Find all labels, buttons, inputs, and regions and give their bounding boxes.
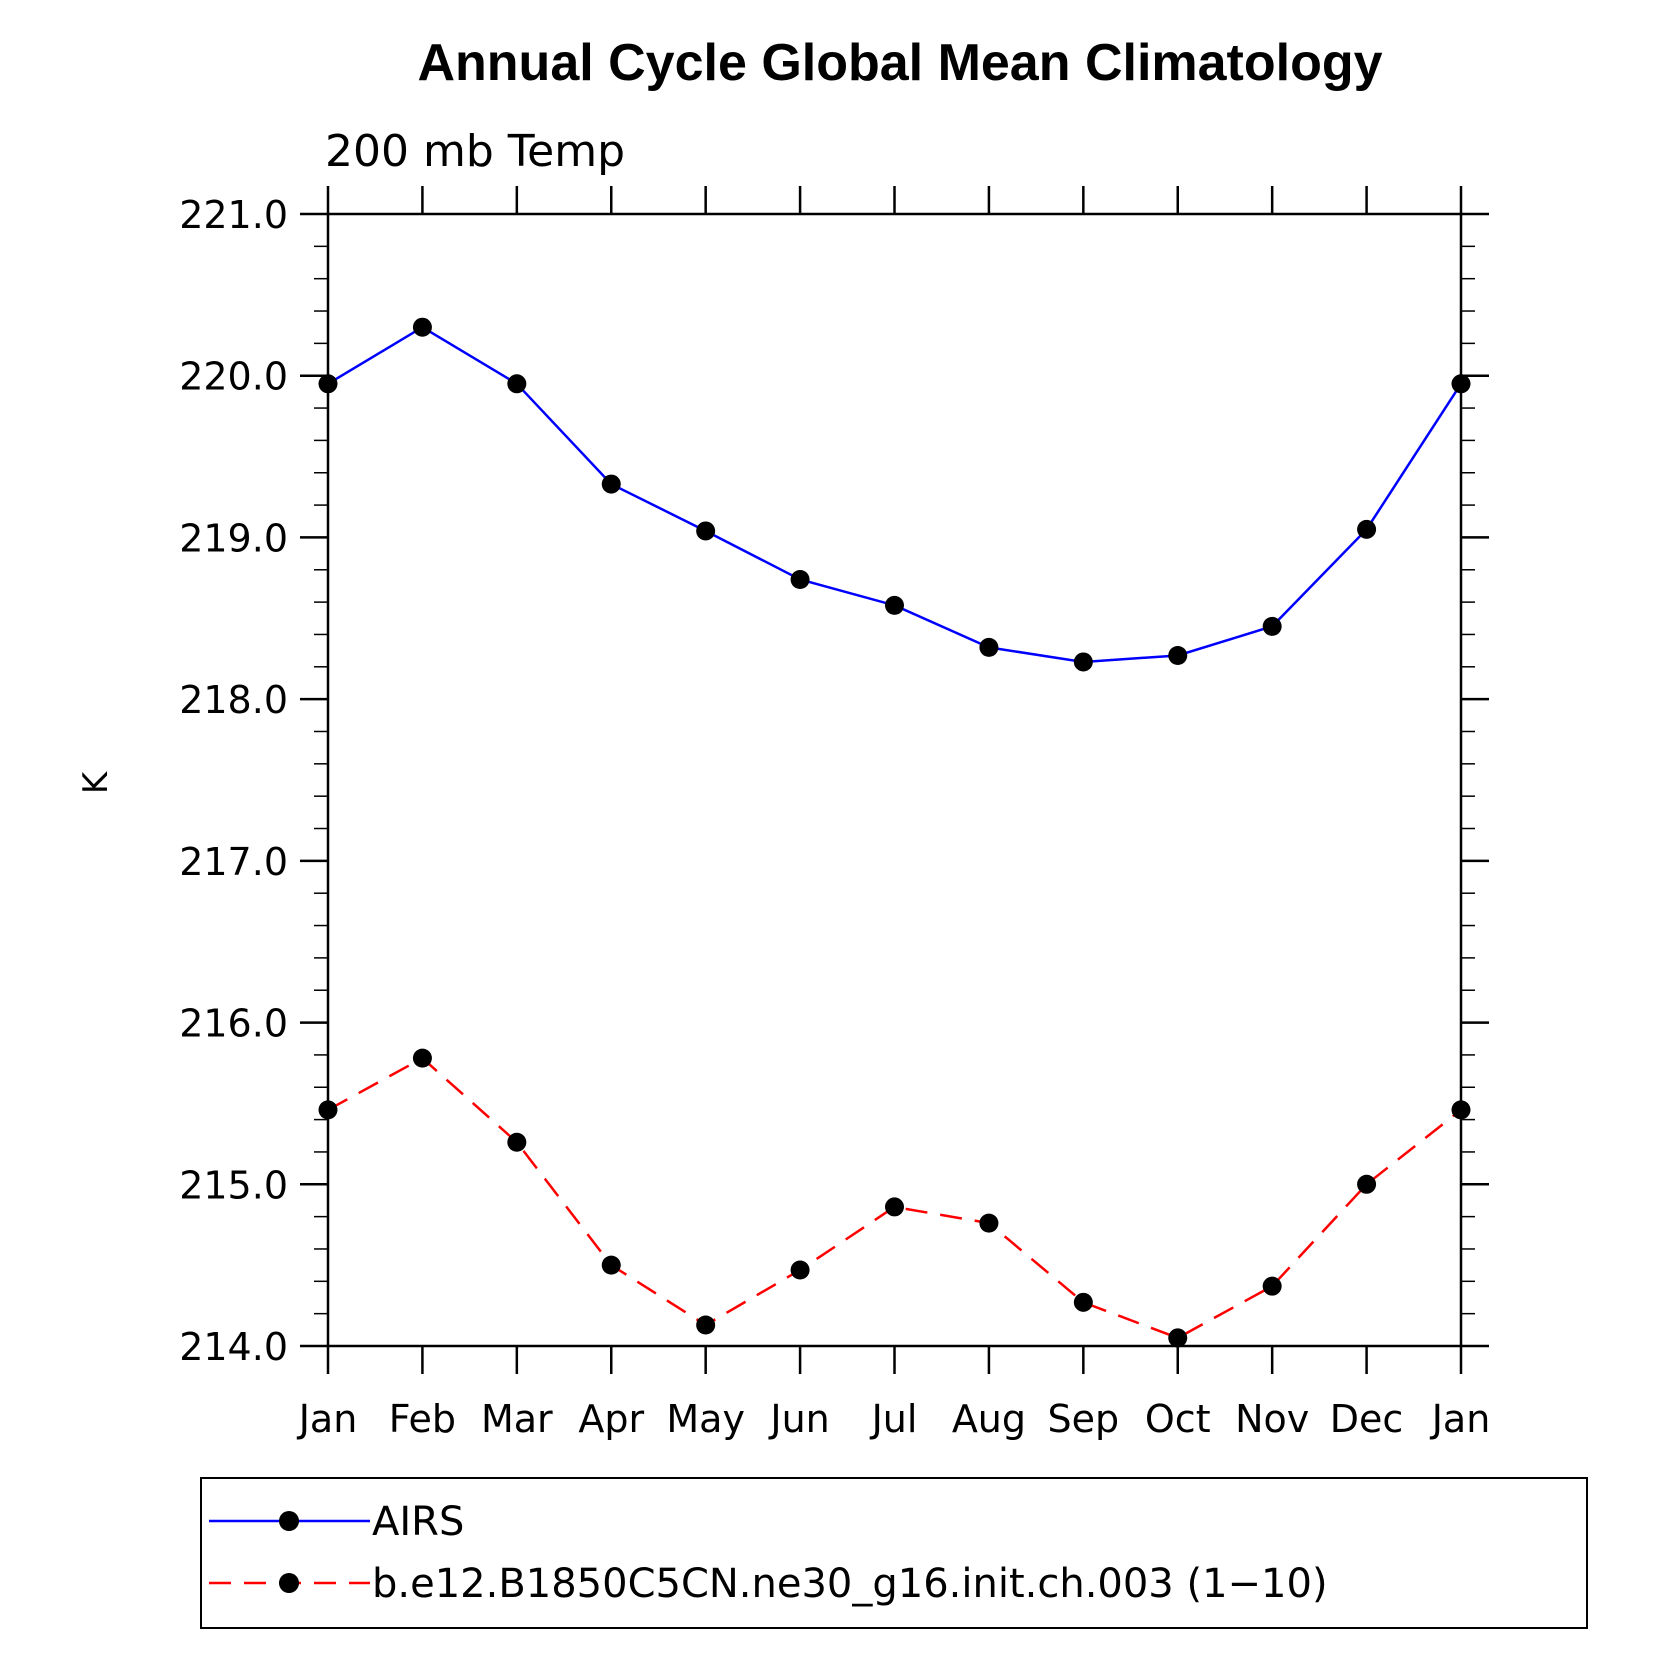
chart-title: Annual Cycle Global Mean Climatology bbox=[417, 34, 1382, 92]
series-2-point bbox=[1357, 1174, 1377, 1194]
y-tick-labels: 214.0 215.0 216.0 217.0 218.0 219.0 220.0 221.0 bbox=[179, 193, 288, 1369]
axis-ticks bbox=[300, 186, 1489, 1374]
x-tick-label: Apr bbox=[578, 1397, 644, 1441]
series-1-point bbox=[412, 317, 432, 337]
plot-frame bbox=[326, 212, 1463, 1348]
x-tick-label: Jan bbox=[1430, 1397, 1491, 1441]
y-tick-label: 219.0 bbox=[179, 516, 288, 560]
y-tick-label: 220.0 bbox=[179, 355, 288, 399]
plot-axes bbox=[326, 212, 1463, 1348]
x-tick-label: Jan bbox=[297, 1397, 358, 1441]
series-1-point bbox=[1262, 616, 1282, 636]
x-tick-label: Jul bbox=[870, 1397, 918, 1441]
series-2-point bbox=[885, 1197, 904, 1217]
x-tick-labels: Jan Feb Mar Apr May Jun Jul Aug Sep Oct Nov Dec Jan bbox=[297, 1397, 1491, 1441]
series-1-point bbox=[601, 474, 621, 494]
series-1-point bbox=[1357, 519, 1377, 539]
series-1-point bbox=[1451, 374, 1471, 394]
series-2-point bbox=[412, 1048, 432, 1068]
x-tick-label: Nov bbox=[1235, 1397, 1309, 1441]
y-tick-label: 217.0 bbox=[179, 840, 288, 884]
y-axis-label: K bbox=[76, 770, 116, 794]
legend-label-1: AIRS bbox=[372, 1499, 464, 1545]
legend-marker-2 bbox=[279, 1573, 299, 1593]
series-1-point bbox=[1168, 645, 1188, 665]
series-1-point bbox=[885, 595, 904, 615]
x-tick-label: May bbox=[666, 1397, 745, 1441]
series-2-point bbox=[790, 1260, 810, 1280]
series-1-point bbox=[507, 374, 527, 394]
series-2-point bbox=[979, 1213, 999, 1233]
series-1-point bbox=[790, 569, 810, 589]
y-tick-label: 214.0 bbox=[179, 1325, 288, 1369]
series-2-point bbox=[696, 1315, 716, 1335]
series-2-point bbox=[601, 1255, 621, 1275]
legend-box bbox=[200, 1477, 1588, 1629]
series-1-point bbox=[979, 637, 999, 657]
y-tick-label: 221.0 bbox=[179, 193, 288, 237]
x-tick-label: Jun bbox=[768, 1397, 829, 1441]
series-1-point bbox=[1073, 652, 1093, 672]
series-2-point bbox=[1073, 1292, 1093, 1312]
chart-subtitle: 200 mb Temp bbox=[325, 126, 625, 177]
x-tick-label: Oct bbox=[1145, 1397, 1211, 1441]
series-2-point bbox=[318, 1100, 338, 1120]
y-tick-label: 215.0 bbox=[179, 1163, 288, 1207]
y-tick-label: 218.0 bbox=[179, 678, 288, 722]
legend-marker-1 bbox=[279, 1511, 299, 1531]
series-1-point bbox=[318, 374, 338, 394]
legend-label-2: b.e12.B1850C5CN.ne30_g16.init.ch.003 (1−… bbox=[372, 1561, 1328, 1607]
legend: AIRS b.e12.B1850C5CN.ne30_g16.init.ch.003… bbox=[209, 1499, 1328, 1607]
x-tick-label: Mar bbox=[481, 1397, 553, 1441]
series-2-point bbox=[1451, 1100, 1471, 1120]
x-tick-label: Feb bbox=[389, 1397, 456, 1441]
series-1-point bbox=[696, 521, 716, 541]
series-2-point bbox=[507, 1132, 527, 1152]
x-tick-label: Sep bbox=[1048, 1397, 1120, 1441]
y-tick-label: 216.0 bbox=[179, 1002, 288, 1046]
series-layer bbox=[318, 317, 1471, 1348]
x-tick-label: Dec bbox=[1330, 1397, 1404, 1441]
x-tick-label: Aug bbox=[952, 1397, 1026, 1441]
series-2-point bbox=[1168, 1328, 1188, 1348]
series-2-point bbox=[1262, 1276, 1282, 1296]
